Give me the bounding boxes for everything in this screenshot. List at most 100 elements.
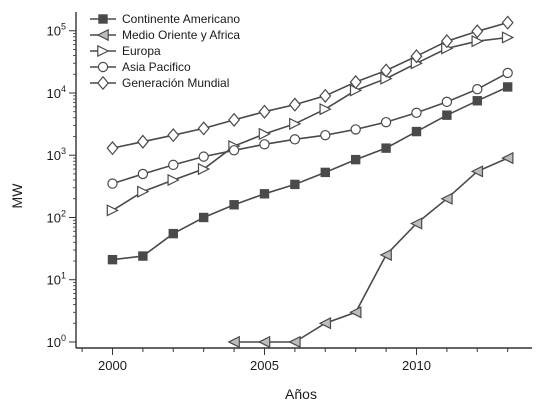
legend-item: Continente Americano: [90, 12, 240, 26]
legend-label: Asia Pacifico: [122, 60, 191, 74]
legend-marker: [97, 75, 109, 91]
series-generaci-n-mundial: [106, 15, 514, 156]
data-point: [411, 107, 422, 119]
legend-label: Continente Americano: [122, 12, 240, 26]
data-point: [349, 74, 362, 90]
legend-label: Generación Mundial: [122, 76, 229, 90]
y-tick-label: 100: [47, 333, 66, 350]
data-point: [106, 141, 119, 156]
data-point: [228, 145, 240, 156]
axis-tick-labels: 2000 2005 2010 100 101 102 103 104 105: [47, 22, 431, 373]
data-point: [471, 24, 484, 39]
data-point: [319, 102, 332, 116]
y-tick-label: 104: [47, 84, 66, 101]
data-point: [472, 96, 482, 106]
series-asia-pacifico: [107, 67, 513, 189]
data-point: [320, 129, 331, 141]
data-point: [137, 168, 149, 180]
data-point: [136, 134, 149, 149]
series-line: [234, 157, 509, 343]
data-point: [318, 317, 332, 330]
y-tick-label: 105: [47, 22, 66, 39]
data-point: [259, 189, 270, 199]
data-point: [409, 217, 423, 230]
data-point: [259, 139, 270, 150]
data-point: [472, 84, 483, 95]
data-point: [319, 88, 332, 103]
data-point: [290, 179, 300, 190]
data-point: [107, 254, 118, 265]
x-tick-label: 2010: [402, 358, 431, 373]
y-tick-label: 103: [47, 146, 66, 163]
series-continente-americano: [107, 82, 513, 265]
legend-marker: [97, 61, 109, 73]
y-tick-label: 101: [47, 271, 66, 288]
legend-marker: [97, 44, 110, 58]
data-point: [440, 34, 453, 49]
data-point: [380, 116, 392, 128]
data-point: [501, 15, 514, 30]
series-medio-oriente-y-africa: [227, 151, 514, 349]
data-point: [349, 306, 362, 319]
legend-item: Medio Oriente y Africa: [90, 28, 240, 42]
data-point: [168, 228, 178, 239]
data-point: [440, 192, 453, 205]
x-tick-label: 2000: [98, 358, 127, 373]
data-point: [470, 165, 484, 178]
y-tick-label: 102: [47, 208, 66, 225]
legend-label: Medio Oriente y Africa: [122, 28, 240, 42]
data-point: [168, 159, 179, 171]
data-point: [379, 248, 392, 262]
data-point: [197, 162, 211, 176]
data-point: [471, 34, 484, 48]
data-point: [410, 49, 423, 64]
data-point: [411, 126, 422, 137]
data-point: [350, 124, 361, 135]
data-series: [106, 15, 515, 349]
y-axis-title: MW: [9, 183, 25, 209]
data-point: [289, 134, 301, 145]
series-line: [112, 72, 509, 185]
data-point: [227, 335, 240, 349]
legend-label: Europa: [122, 44, 161, 58]
data-point: [502, 67, 513, 79]
data-point: [288, 335, 301, 349]
data-point: [502, 82, 513, 92]
data-point: [228, 112, 241, 127]
x-tick-label: 2005: [250, 358, 279, 373]
data-point: [441, 96, 453, 108]
data-point: [320, 167, 330, 178]
data-point: [350, 154, 361, 165]
data-point: [198, 212, 209, 223]
legend-marker: [96, 28, 109, 42]
x-axis-title: Años: [285, 386, 317, 402]
data-point: [107, 178, 118, 189]
data-point: [501, 31, 515, 44]
data-point: [229, 200, 239, 210]
series-line: [112, 21, 508, 149]
data-point: [137, 185, 150, 198]
data-point: [258, 127, 272, 141]
legend-item: Asia Pacifico: [90, 60, 191, 74]
data-point: [167, 128, 180, 143]
data-point: [258, 104, 271, 119]
data-point: [442, 110, 452, 120]
data-point: [501, 151, 514, 165]
legend: Continente Americano Medio Oriente y Afri…: [90, 12, 240, 91]
data-point: [257, 335, 271, 349]
data-point: [198, 151, 209, 162]
data-point: [288, 97, 301, 112]
data-point: [197, 121, 210, 136]
data-point: [106, 204, 120, 217]
data-point: [380, 63, 393, 78]
legend-item: Europa: [90, 44, 161, 58]
data-point: [289, 117, 302, 130]
series-line: [112, 86, 509, 261]
data-point: [167, 173, 180, 187]
data-point: [381, 143, 391, 153]
legend-marker: [98, 14, 108, 24]
data-point: [138, 251, 148, 261]
legend-item: Generación Mundial: [90, 75, 229, 91]
axis-ticks: [69, 30, 509, 355]
